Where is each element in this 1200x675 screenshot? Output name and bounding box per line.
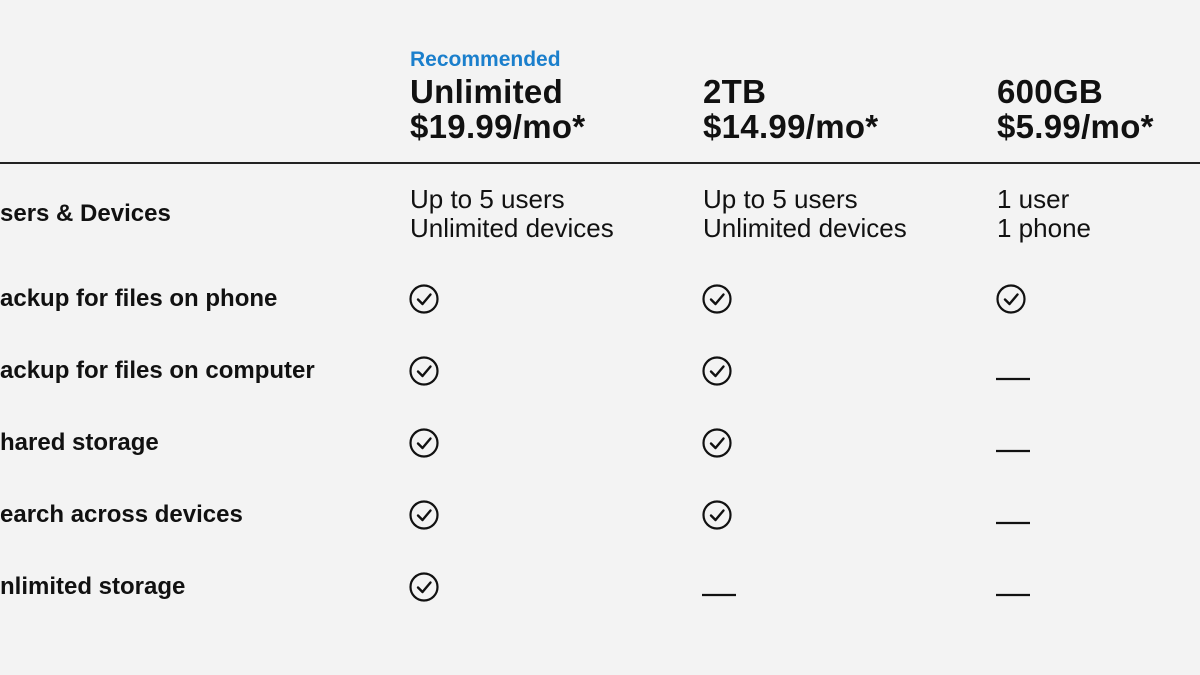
cell-text: 1 user <box>997 184 1070 214</box>
check-icon <box>409 284 439 314</box>
header-rule <box>0 162 1200 164</box>
plan-name: 600GB <box>997 73 1104 110</box>
check-icon <box>409 356 439 386</box>
dash-icon <box>996 377 1030 381</box>
check-icon <box>409 572 439 602</box>
plan-price: $5.99/mo* <box>997 108 1154 145</box>
plan-price: $14.99/mo* <box>703 108 879 145</box>
check-icon <box>409 500 439 530</box>
dash-icon <box>702 593 736 597</box>
cell-text: Unlimited devices <box>410 213 614 243</box>
plan-name: 2TB <box>703 73 767 110</box>
cell-text: Unlimited devices <box>703 213 907 243</box>
check-icon <box>996 284 1026 314</box>
recommended-badge: Recommended <box>410 48 561 71</box>
row-label: sers & Devices <box>0 200 171 227</box>
check-icon <box>702 284 732 314</box>
plan-name: Unlimited <box>410 73 564 110</box>
row-label: ackup for files on phone <box>0 285 278 312</box>
dash-icon <box>996 449 1030 453</box>
plan-price: $19.99/mo* <box>410 108 586 145</box>
dash-icon <box>996 521 1030 525</box>
check-icon <box>702 500 732 530</box>
check-icon <box>409 428 439 458</box>
check-icon <box>702 428 732 458</box>
row-label: earch across devices <box>0 501 243 528</box>
cell-text: Up to 5 users <box>703 184 858 214</box>
row-label: hared storage <box>0 429 159 456</box>
row-label: nlimited storage <box>0 573 186 600</box>
cell-text: Up to 5 users <box>410 184 565 214</box>
check-icon <box>702 356 732 386</box>
row-label: ackup for files on computer <box>0 357 315 384</box>
cell-text: 1 phone <box>997 213 1091 243</box>
dash-icon <box>996 593 1030 597</box>
